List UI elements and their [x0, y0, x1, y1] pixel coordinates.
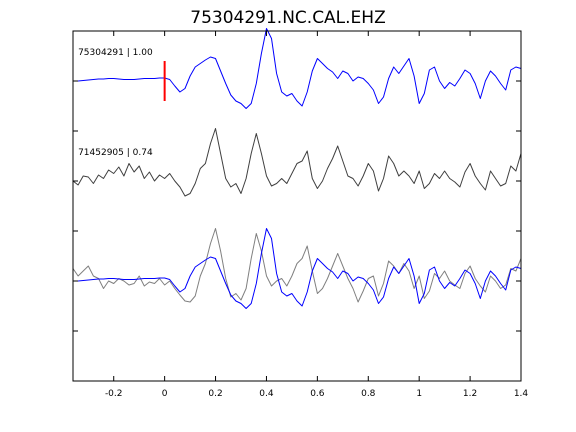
trace-line-2: [72, 128, 522, 197]
x-tick-label: 1.4: [514, 389, 529, 399]
x-tick-label: 0: [162, 389, 168, 399]
x-tick-label: -0.2: [105, 389, 123, 399]
traces-layer: [72, 28, 522, 309]
axes-layer: -0.2 0 0.2 0.4 0.6 0.8 1 1.2 1.4: [72, 30, 529, 399]
x-tick-label: 0.8: [361, 389, 376, 399]
x-tick-label: 0.2: [208, 389, 222, 399]
trace-line-1: [73, 28, 522, 109]
x-tick-label: 0.6: [310, 389, 325, 399]
chart-title: 75304291.NC.CAL.EHZ: [190, 8, 385, 28]
trace-line-4: [73, 228, 522, 309]
x-tick-label: 1: [416, 389, 422, 399]
plot-frame: [72, 30, 522, 382]
trace-annotation-2: 71452905 | 0.74: [78, 148, 153, 158]
x-tick-label: 0.4: [259, 389, 274, 399]
trace-annotation-1: 75304291 | 1.00: [78, 48, 153, 58]
trace-line-3: [72, 228, 522, 303]
annotations-layer: 75304291 | 1.00 71452905 | 0.74: [78, 48, 153, 158]
x-tick-label: 1.2: [463, 389, 477, 399]
